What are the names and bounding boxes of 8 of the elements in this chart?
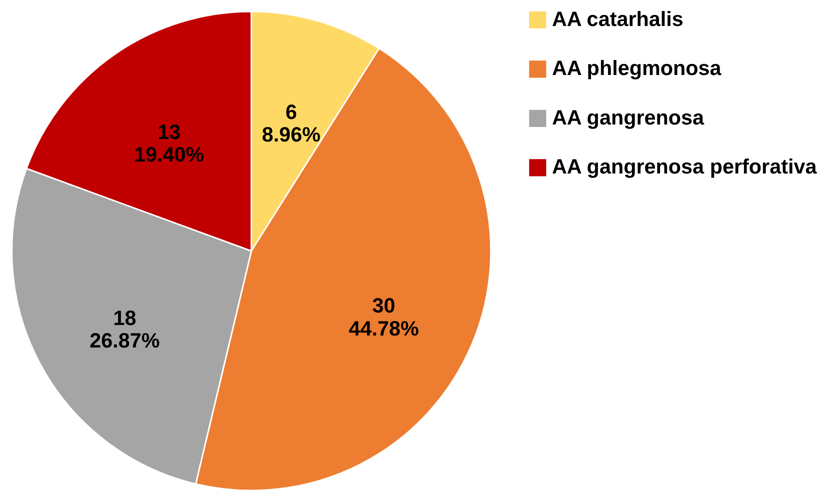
data-label: 18 26.87% [90, 306, 160, 353]
data-label: 30 44.78% [348, 294, 419, 340]
data-label: 13 19.40% [134, 121, 204, 167]
data-label: 6 8.96% [262, 100, 321, 147]
legend-label: AA gangrenosa perforativa [552, 156, 818, 179]
legend-label: AA catarhalis [552, 8, 684, 31]
legend-label: AA gangrenosa [552, 106, 705, 130]
legend-label: AA phlegmonosa [552, 57, 722, 80]
